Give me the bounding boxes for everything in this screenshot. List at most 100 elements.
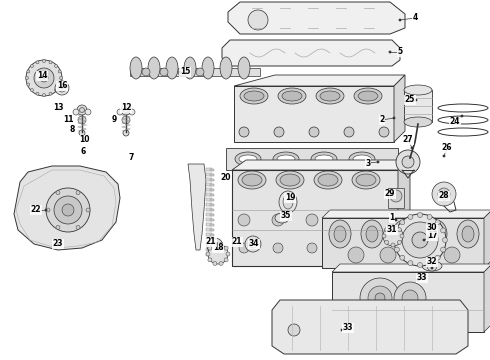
Circle shape xyxy=(219,261,223,266)
Circle shape xyxy=(360,278,400,318)
Text: 28: 28 xyxy=(439,192,449,201)
Circle shape xyxy=(224,246,228,250)
Ellipse shape xyxy=(353,155,371,163)
Ellipse shape xyxy=(202,57,214,79)
Text: 14: 14 xyxy=(37,72,47,81)
Circle shape xyxy=(438,188,450,200)
Circle shape xyxy=(62,204,74,216)
Text: 33: 33 xyxy=(417,274,427,283)
Bar xyxy=(206,218,212,221)
Circle shape xyxy=(379,127,389,137)
Polygon shape xyxy=(332,264,490,272)
Ellipse shape xyxy=(311,152,337,166)
Bar xyxy=(206,248,212,251)
Circle shape xyxy=(427,261,437,271)
Bar xyxy=(206,213,212,216)
Ellipse shape xyxy=(277,155,295,163)
Circle shape xyxy=(208,258,212,262)
Circle shape xyxy=(382,234,386,238)
Circle shape xyxy=(45,209,47,211)
Bar xyxy=(332,272,484,332)
Ellipse shape xyxy=(422,261,442,271)
Ellipse shape xyxy=(220,57,232,79)
Bar xyxy=(404,90,432,122)
Circle shape xyxy=(129,109,135,115)
Circle shape xyxy=(207,238,223,254)
Circle shape xyxy=(391,193,393,195)
Circle shape xyxy=(76,191,80,195)
Ellipse shape xyxy=(425,220,447,248)
Circle shape xyxy=(36,61,39,64)
Circle shape xyxy=(399,19,401,21)
Circle shape xyxy=(394,247,399,252)
Bar xyxy=(322,218,484,268)
Ellipse shape xyxy=(240,88,268,104)
Circle shape xyxy=(393,117,395,119)
Text: 12: 12 xyxy=(121,104,131,112)
Circle shape xyxy=(43,59,46,63)
Ellipse shape xyxy=(315,155,333,163)
Circle shape xyxy=(348,247,364,263)
Text: 24: 24 xyxy=(450,117,460,126)
Text: 2: 2 xyxy=(379,116,385,125)
Text: 33: 33 xyxy=(343,324,353,333)
Polygon shape xyxy=(232,160,410,170)
Circle shape xyxy=(142,68,150,76)
Polygon shape xyxy=(484,210,490,268)
Circle shape xyxy=(443,193,445,195)
Circle shape xyxy=(73,109,79,115)
Circle shape xyxy=(400,220,405,225)
Bar xyxy=(206,253,212,256)
Bar xyxy=(388,188,404,208)
Circle shape xyxy=(427,215,432,219)
Bar xyxy=(226,148,398,170)
Ellipse shape xyxy=(352,171,380,189)
Circle shape xyxy=(211,242,219,250)
Circle shape xyxy=(272,214,284,226)
Bar xyxy=(206,233,212,236)
Text: 4: 4 xyxy=(413,13,417,22)
Circle shape xyxy=(402,290,418,306)
Polygon shape xyxy=(484,264,490,332)
Text: 19: 19 xyxy=(285,194,295,202)
Bar xyxy=(210,204,214,206)
Text: 26: 26 xyxy=(442,144,452,153)
Circle shape xyxy=(249,240,257,248)
Circle shape xyxy=(397,240,401,244)
Circle shape xyxy=(58,84,66,92)
Circle shape xyxy=(59,77,63,80)
Circle shape xyxy=(368,286,392,310)
Bar xyxy=(210,254,214,256)
Circle shape xyxy=(248,10,268,30)
Circle shape xyxy=(412,232,428,248)
Circle shape xyxy=(54,89,57,91)
Text: 21: 21 xyxy=(206,238,216,247)
Polygon shape xyxy=(398,160,410,266)
Ellipse shape xyxy=(148,57,160,79)
Polygon shape xyxy=(14,166,120,250)
Ellipse shape xyxy=(398,226,410,242)
Circle shape xyxy=(461,115,463,117)
Text: 32: 32 xyxy=(427,257,437,266)
Text: 3: 3 xyxy=(366,158,370,167)
Text: 30: 30 xyxy=(427,224,437,233)
Circle shape xyxy=(392,238,397,243)
Circle shape xyxy=(391,243,395,247)
Circle shape xyxy=(443,155,445,157)
Circle shape xyxy=(46,188,90,232)
Text: 5: 5 xyxy=(397,48,403,57)
Circle shape xyxy=(40,74,48,82)
Bar xyxy=(206,188,212,191)
Bar xyxy=(210,169,214,171)
Bar xyxy=(210,184,214,186)
Ellipse shape xyxy=(404,117,432,127)
Circle shape xyxy=(160,68,168,76)
Bar xyxy=(210,174,214,176)
Circle shape xyxy=(288,324,300,336)
Bar xyxy=(206,208,212,211)
Ellipse shape xyxy=(462,226,474,242)
Circle shape xyxy=(442,238,447,243)
Circle shape xyxy=(394,214,446,266)
Text: 34: 34 xyxy=(249,239,259,248)
Ellipse shape xyxy=(235,152,261,166)
